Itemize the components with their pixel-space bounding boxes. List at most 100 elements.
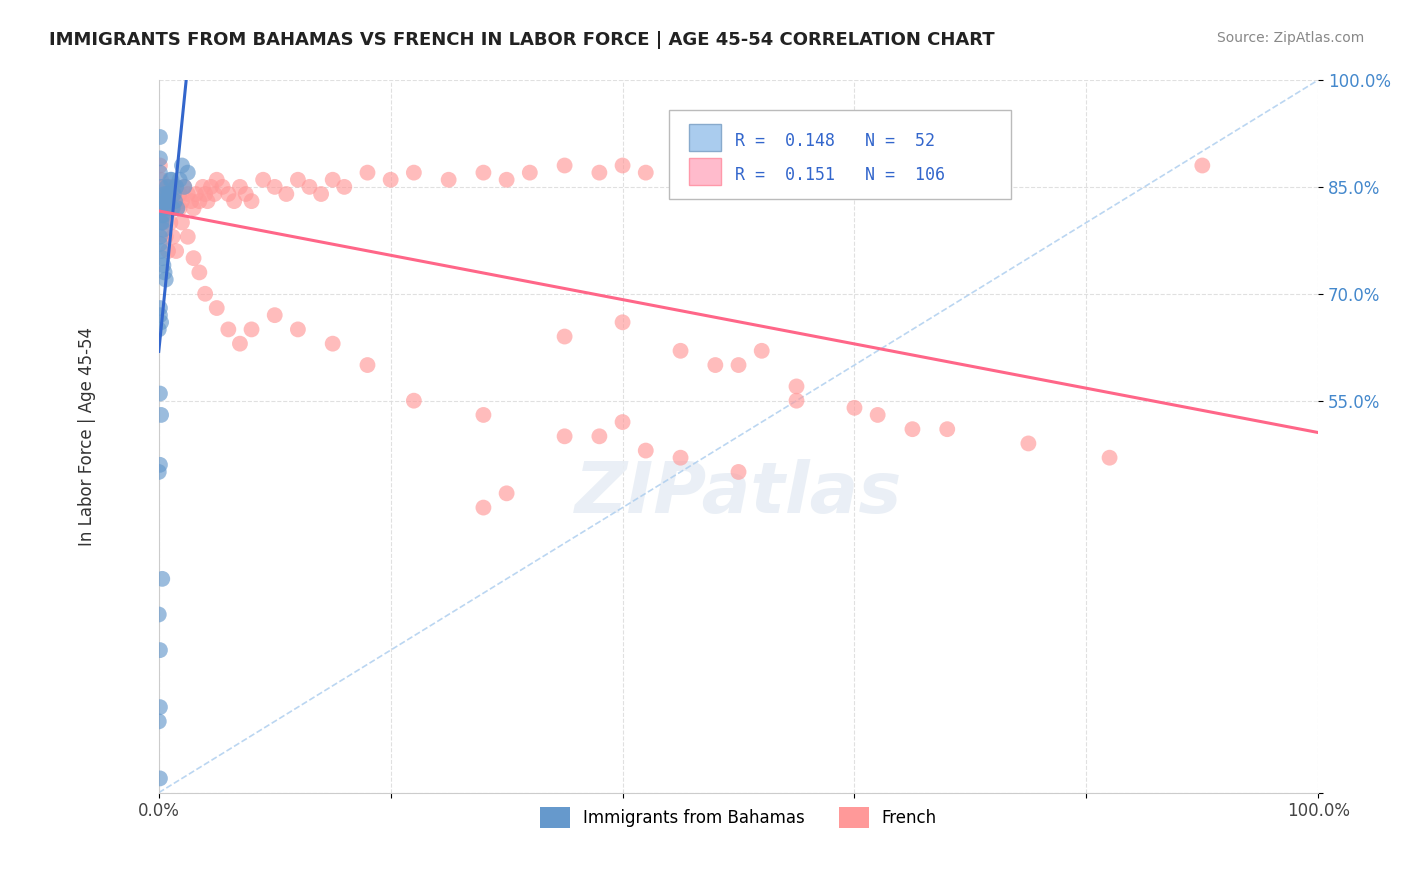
Text: Source: ZipAtlas.com: Source: ZipAtlas.com xyxy=(1216,31,1364,45)
Point xyxy=(936,422,959,436)
Point xyxy=(150,408,173,422)
Point xyxy=(149,130,172,145)
Point xyxy=(149,308,172,322)
Point xyxy=(156,180,179,194)
Point xyxy=(727,358,749,372)
Point xyxy=(322,336,344,351)
Point xyxy=(150,315,173,329)
Point xyxy=(150,215,173,229)
Point xyxy=(495,173,517,187)
Point xyxy=(177,229,200,244)
Point xyxy=(152,222,174,236)
Point xyxy=(229,336,252,351)
Point xyxy=(669,343,692,358)
Point xyxy=(155,272,177,286)
Point xyxy=(402,393,425,408)
Point xyxy=(155,194,177,208)
Point xyxy=(240,322,263,336)
Point xyxy=(901,422,924,436)
Point xyxy=(472,500,495,515)
Point xyxy=(217,322,239,336)
Point xyxy=(160,173,183,187)
Point xyxy=(153,265,176,279)
Point xyxy=(157,244,180,258)
Point xyxy=(194,286,217,301)
Point xyxy=(727,159,749,173)
Point xyxy=(588,166,610,180)
Point xyxy=(263,180,285,194)
Point xyxy=(588,429,610,443)
Point xyxy=(150,201,173,215)
Point xyxy=(163,186,186,201)
Point xyxy=(149,152,172,166)
Bar xyxy=(689,124,721,152)
Point xyxy=(287,173,309,187)
Point xyxy=(235,186,257,201)
Point xyxy=(309,186,332,201)
Point xyxy=(669,450,692,465)
Point xyxy=(170,159,193,173)
Point xyxy=(612,315,634,329)
Point xyxy=(751,343,773,358)
Point xyxy=(1017,436,1039,450)
Point xyxy=(380,173,402,187)
Point xyxy=(149,229,172,244)
Point xyxy=(322,173,344,187)
Point xyxy=(786,393,808,408)
Point xyxy=(298,180,321,194)
Point xyxy=(155,229,177,244)
Point xyxy=(224,194,246,208)
Point xyxy=(217,186,239,201)
Point xyxy=(150,215,173,229)
Point xyxy=(177,186,200,201)
Point xyxy=(634,166,657,180)
Point xyxy=(240,194,263,208)
Point xyxy=(149,772,172,786)
Point xyxy=(727,465,749,479)
Point xyxy=(204,186,226,201)
Point xyxy=(150,572,173,586)
Point xyxy=(263,308,285,322)
Point xyxy=(704,358,727,372)
Point xyxy=(160,201,183,215)
Point xyxy=(153,186,176,201)
Point xyxy=(155,186,177,201)
Point xyxy=(152,258,174,272)
Text: IMMIGRANTS FROM BAHAMAS VS FRENCH IN LABOR FORCE | AGE 45-54 CORRELATION CHART: IMMIGRANTS FROM BAHAMAS VS FRENCH IN LAB… xyxy=(49,31,995,49)
Point xyxy=(157,186,180,201)
Point xyxy=(634,443,657,458)
Point xyxy=(149,643,172,657)
Point xyxy=(1098,450,1121,465)
Point xyxy=(152,201,174,215)
Point xyxy=(150,201,173,215)
Point xyxy=(149,236,172,251)
Point xyxy=(180,194,202,208)
Point xyxy=(786,152,808,166)
Point xyxy=(159,173,181,187)
Point xyxy=(149,458,172,472)
Point xyxy=(156,180,179,194)
Point xyxy=(205,173,228,187)
Point xyxy=(252,173,274,187)
Point xyxy=(159,180,181,194)
Point xyxy=(194,186,217,201)
Point xyxy=(356,358,378,372)
Point xyxy=(437,173,460,187)
Point xyxy=(554,329,576,343)
Point xyxy=(149,166,172,180)
Point xyxy=(152,180,174,194)
Legend: Immigrants from Bahamas, French: Immigrants from Bahamas, French xyxy=(533,800,943,834)
Point xyxy=(188,194,211,208)
Point xyxy=(150,180,173,194)
Point xyxy=(866,408,889,422)
Point xyxy=(554,429,576,443)
Point xyxy=(155,201,177,215)
Point xyxy=(402,166,425,180)
Point xyxy=(786,379,808,393)
Point xyxy=(156,186,179,201)
Point xyxy=(276,186,298,201)
Point xyxy=(183,201,205,215)
Point xyxy=(157,194,180,208)
Point xyxy=(612,415,634,429)
Point xyxy=(495,486,517,500)
